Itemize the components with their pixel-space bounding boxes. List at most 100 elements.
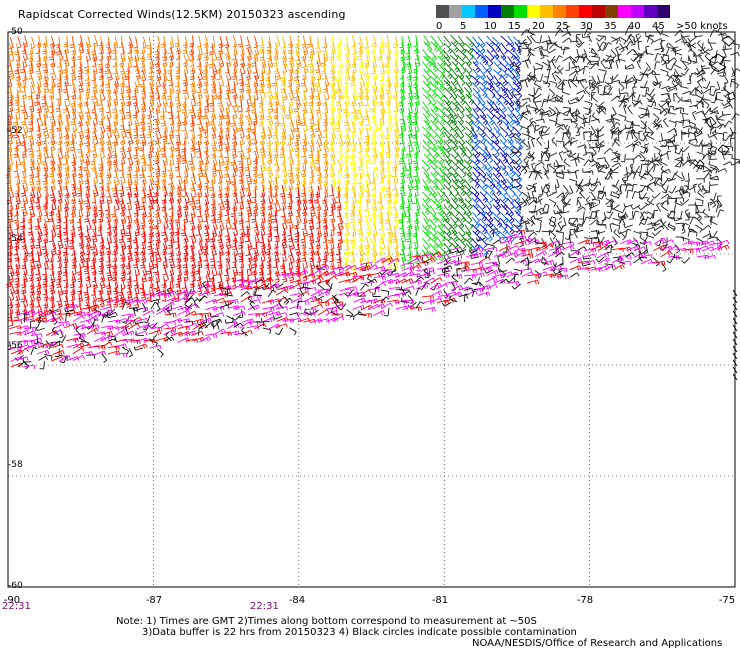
barb-feather — [113, 99, 117, 100]
barb-feather — [371, 73, 375, 74]
barb-shaft — [583, 54, 584, 62]
barb-feather — [605, 92, 608, 94]
barb-feather — [585, 87, 588, 90]
barb-feather — [20, 70, 24, 71]
barb-feather — [704, 78, 706, 81]
barb-feather — [351, 80, 355, 81]
wind-barb — [14, 43, 18, 54]
wind-barb — [254, 50, 259, 62]
barb-shaft — [326, 50, 328, 61]
wind-barb — [549, 120, 557, 126]
wind-barb — [51, 115, 56, 127]
barb-feather — [534, 66, 535, 70]
wind-barb — [544, 69, 549, 77]
wind-barb — [557, 82, 565, 88]
wind-barb — [372, 56, 376, 68]
barb-feather — [248, 51, 252, 52]
barb-feather — [352, 72, 356, 73]
barb-feather — [345, 115, 349, 116]
barb-shaft — [612, 107, 616, 114]
barb-feather — [71, 73, 75, 74]
barb-feather — [218, 105, 222, 106]
barb-feather — [66, 105, 70, 106]
barb-feather — [183, 45, 187, 46]
barb-feather — [364, 74, 368, 75]
barb-feather — [633, 87, 637, 88]
wind-barb — [358, 94, 363, 106]
barb-shaft — [675, 38, 682, 42]
barb-feather — [477, 83, 480, 86]
wind-barb — [189, 35, 193, 46]
barb-shaft — [689, 49, 695, 54]
wind-barb — [667, 63, 674, 70]
wind-barb — [601, 60, 606, 69]
barb-feather — [450, 51, 453, 54]
wind-barb — [701, 89, 710, 94]
wind-barb — [384, 35, 388, 46]
barb-feather — [183, 83, 187, 84]
barb-feather — [529, 98, 530, 102]
barb-feather — [605, 71, 606, 75]
wind-barb — [598, 86, 602, 94]
barb-feather — [358, 78, 362, 79]
barb-feather — [128, 124, 132, 125]
barb-feather — [269, 111, 273, 112]
barb-feather — [441, 62, 444, 65]
wind-barb — [536, 35, 541, 43]
barb-feather — [435, 109, 438, 112]
barb-feather — [183, 47, 187, 48]
barb-feather — [512, 122, 515, 125]
barb-shaft — [423, 114, 429, 123]
barb-feather — [197, 92, 201, 93]
barb-shaft — [702, 68, 710, 69]
wind-barb — [555, 56, 562, 63]
wind-barb — [724, 46, 732, 50]
barb-feather — [454, 127, 457, 129]
barb-feather — [616, 47, 620, 49]
wind-barb — [508, 56, 514, 67]
barb-feather — [58, 122, 62, 123]
barb-shaft — [312, 49, 313, 60]
barb-feather — [477, 70, 480, 73]
barb-feather — [267, 52, 271, 53]
wind-barb — [689, 49, 695, 57]
barb-feather — [595, 104, 598, 107]
barb-feather — [667, 101, 671, 103]
barb-feather — [266, 84, 270, 85]
wind-barb — [13, 114, 17, 125]
barb-shaft — [556, 112, 558, 120]
barb-shaft — [653, 108, 661, 110]
barb-feather — [722, 34, 723, 38]
barb-feather — [246, 118, 250, 119]
wind-barb — [531, 87, 535, 95]
barb-feather — [543, 50, 547, 51]
barb-shaft — [599, 36, 605, 41]
barb-feather — [268, 103, 272, 104]
barb-feather — [402, 130, 406, 131]
wind-barb — [203, 62, 207, 73]
barb-feather — [440, 74, 443, 77]
barb-feather — [608, 42, 612, 44]
barb-shaft — [39, 114, 43, 124]
barb-feather — [86, 83, 90, 84]
barb-shaft — [277, 94, 279, 105]
wind-barb — [703, 95, 711, 101]
barb-feather — [576, 124, 578, 128]
wind-barb — [659, 102, 668, 107]
barb-feather — [556, 84, 557, 88]
wind-barb — [335, 81, 339, 92]
barb-feather — [631, 44, 635, 45]
wind-barb — [423, 94, 431, 104]
barb-feather — [269, 98, 273, 99]
barb-feather — [578, 41, 579, 45]
barb-feather — [351, 122, 355, 123]
wind-barb — [604, 91, 612, 95]
barb-feather — [84, 67, 88, 68]
barb-feather — [497, 121, 500, 124]
barb-feather — [189, 51, 193, 52]
barb-feather — [277, 78, 281, 79]
wind-barb — [680, 114, 684, 122]
wind-barb — [307, 36, 311, 47]
barb-feather — [435, 84, 438, 87]
barb-feather — [213, 98, 217, 99]
